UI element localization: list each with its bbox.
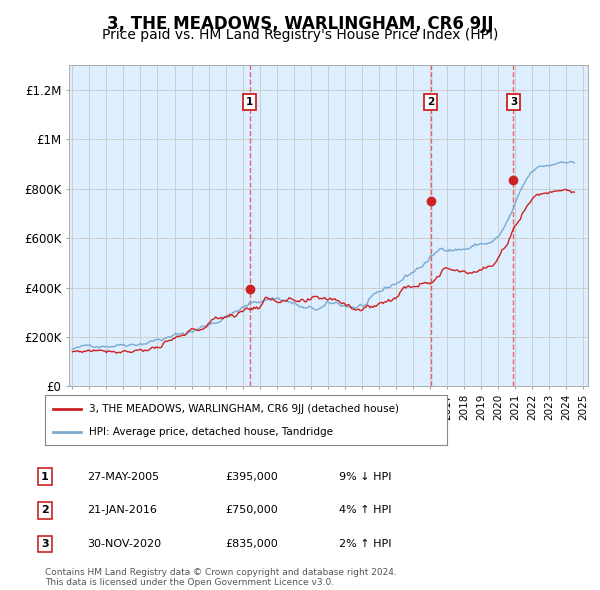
Text: 3, THE MEADOWS, WARLINGHAM, CR6 9JJ: 3, THE MEADOWS, WARLINGHAM, CR6 9JJ xyxy=(107,15,493,33)
Text: £835,000: £835,000 xyxy=(225,539,278,549)
Text: 2% ↑ HPI: 2% ↑ HPI xyxy=(339,539,391,549)
Text: HPI: Average price, detached house, Tandridge: HPI: Average price, detached house, Tand… xyxy=(89,427,333,437)
Text: £395,000: £395,000 xyxy=(225,472,278,481)
Text: 2: 2 xyxy=(427,97,434,107)
Text: 3: 3 xyxy=(41,539,49,549)
Text: Price paid vs. HM Land Registry's House Price Index (HPI): Price paid vs. HM Land Registry's House … xyxy=(102,28,498,42)
Text: 30-NOV-2020: 30-NOV-2020 xyxy=(87,539,161,549)
Text: 21-JAN-2016: 21-JAN-2016 xyxy=(87,506,157,515)
Text: 4% ↑ HPI: 4% ↑ HPI xyxy=(339,506,391,515)
Text: 3: 3 xyxy=(510,97,517,107)
Text: 1: 1 xyxy=(41,472,49,481)
Text: Contains HM Land Registry data © Crown copyright and database right 2024.
This d: Contains HM Land Registry data © Crown c… xyxy=(45,568,397,587)
Text: 2: 2 xyxy=(41,506,49,515)
Text: 1: 1 xyxy=(246,97,253,107)
Text: 9% ↓ HPI: 9% ↓ HPI xyxy=(339,472,391,481)
Text: £750,000: £750,000 xyxy=(225,506,278,515)
Text: 27-MAY-2005: 27-MAY-2005 xyxy=(87,472,159,481)
Text: 3, THE MEADOWS, WARLINGHAM, CR6 9JJ (detached house): 3, THE MEADOWS, WARLINGHAM, CR6 9JJ (det… xyxy=(89,404,399,414)
